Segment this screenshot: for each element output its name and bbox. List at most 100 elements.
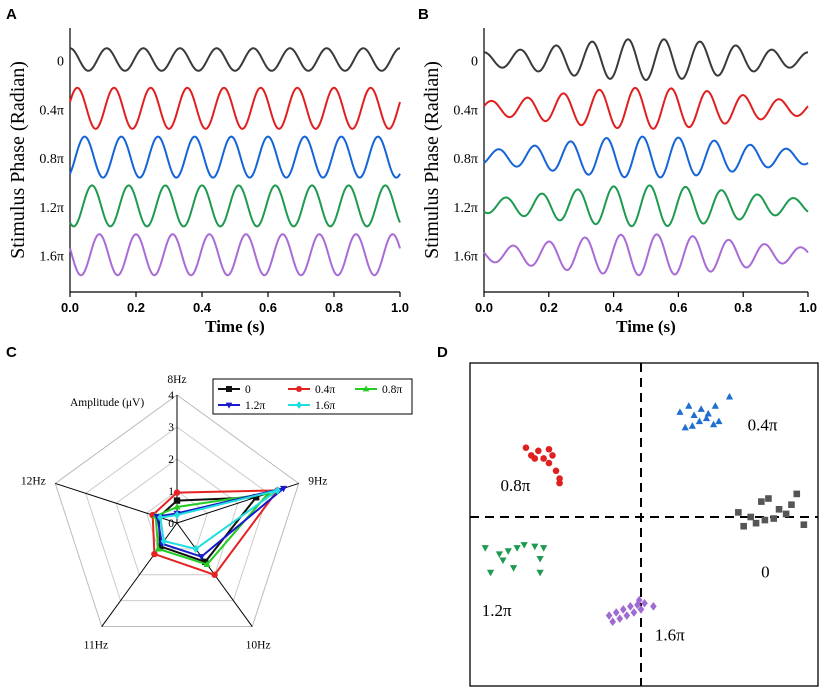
phase-tick-label: 1.6π [453, 250, 478, 265]
legend-marker [296, 401, 302, 409]
line-chart-a: 0.0 0.2 0.4 0.6 0.8 1.0 Time (s) Stimulus Phase… [7, 28, 409, 336]
scatter-point-0 [782, 510, 790, 518]
cluster-label: 0 [761, 563, 770, 582]
x-tick-label: 0.0 [475, 300, 493, 315]
y-axis-title: Stimulus Phase (Radian) [7, 61, 29, 259]
radar-marker [157, 513, 164, 522]
panel-label-b: B [418, 6, 429, 23]
legend-box [212, 378, 413, 415]
scatter-point-0.4π [685, 402, 693, 409]
scatter-point-0.4π [681, 423, 689, 431]
scatter-point-1.6π [612, 608, 620, 617]
scatter-point-0.8π [556, 479, 563, 487]
scatter-point-0 [800, 521, 808, 528]
scatter-point-0.4π [690, 411, 698, 418]
radar-series-1.2π [156, 487, 285, 558]
scatter-point-1.6π [623, 611, 631, 620]
x-tick-label: 0.8 [734, 300, 752, 315]
cluster-label: 1.6π [655, 625, 685, 644]
radar-marker [252, 494, 260, 501]
scatter-point-0.4π [676, 408, 684, 415]
radar-marker [160, 536, 168, 546]
radar-marker [173, 510, 181, 520]
scatter-point-0.8π [535, 447, 542, 455]
radar-axis-label: 10Hz [246, 640, 271, 652]
scatter-point-1.2π [504, 548, 512, 555]
radar-marker [211, 571, 218, 578]
scatter-point-0.4π [688, 422, 696, 429]
scatter-point-0.4π [695, 417, 704, 425]
radial-tick-label: 4 [168, 390, 174, 402]
radar-axis-label: 8Hz [167, 374, 186, 386]
scatter-point-0.4π [704, 409, 712, 417]
panel-label-d: D [437, 344, 448, 361]
scatter-point-1.6π [609, 617, 616, 627]
scatter-point-0.8π [556, 475, 563, 482]
radial-tick-label: 0 [168, 518, 174, 530]
trace-1.6π [483, 233, 809, 277]
trace-0.4π [483, 86, 809, 130]
line-chart-b: 0.0 0.2 0.4 0.6 0.8 1.0 Time (s) Stimulus Phase… [421, 28, 817, 336]
scatter-point-0 [758, 498, 765, 505]
radar-chart-c: 9Hz 10Hz 11Hz 12Hz 8Hz 0 1 2 3 4 Amplitude (μV) 0 0.… [21, 374, 413, 652]
scatter-point-0 [775, 506, 783, 513]
scatter-point-0.4π [711, 402, 719, 409]
legend-label: 0.8π [382, 384, 402, 396]
radar-axis-title: Amplitude (μV) [70, 397, 144, 409]
legend-marker [226, 386, 232, 392]
x-tick-label: 0.0 [61, 300, 79, 315]
radar-marker [203, 560, 211, 567]
radar-marker [274, 486, 281, 495]
phase-tick-label: 1.2π [39, 201, 64, 216]
scatter-point-1.2π [536, 569, 544, 577]
legend-marker [225, 402, 233, 409]
phase-tick-label: 0.8π [39, 152, 64, 167]
scatter-point-1.6π [650, 602, 657, 611]
scatter-point-1.2π [486, 569, 495, 577]
x-axis-title: Time (s) [616, 317, 676, 336]
phase-tick-label: 1.2π [453, 201, 478, 216]
radial-tick-label: 2 [168, 454, 174, 466]
phase-tick-label: 0.4π [39, 103, 64, 118]
x-tick-label: 1.0 [391, 300, 409, 315]
radial-tick-label: 3 [168, 422, 174, 434]
scatter-point-0.4π [697, 405, 705, 412]
cluster-label: 0.8π [500, 476, 530, 495]
radar-marker [154, 545, 162, 552]
x-tick-label: 0.4 [193, 300, 212, 315]
cluster-label: 1.2π [482, 601, 512, 620]
trace-1.2π [483, 184, 809, 228]
radar-axis-label: 9Hz [308, 475, 327, 487]
scatter-point-1.2π [531, 543, 539, 551]
radar-grid-ring [115, 458, 239, 576]
scatter-chart-d: 0.4π 0.8π 0 1.2π 1.6π [469, 362, 819, 687]
legend-label: 0.4π [315, 384, 335, 396]
phase-tick-label: 0.4π [453, 103, 478, 118]
panel-label-a: A [6, 6, 17, 23]
x-axis-title: Time (s) [205, 317, 265, 336]
x-tick-label: 1.0 [799, 300, 817, 315]
radar-marker [279, 485, 288, 493]
radar-axis-label: 11Hz [84, 640, 108, 652]
scatter-point-0.8π [545, 459, 553, 467]
phase-tick-label: 0 [471, 55, 478, 70]
trace-0.8π [483, 135, 809, 179]
scatter-point-0.8π [552, 467, 560, 475]
radar-grid-ring [85, 426, 269, 602]
phase-tick-label: 0.8π [453, 152, 478, 167]
scatter-point-1.2π [520, 542, 528, 549]
trace-0 [69, 47, 401, 72]
y-axis-title: Stimulus Phase (Radian) [421, 61, 443, 259]
scatter-point-1.2π [540, 545, 548, 552]
phase-tick-label: 0 [57, 55, 64, 70]
scatter-point-0.4π [709, 420, 718, 428]
legend-label: 0 [245, 384, 251, 396]
scatter-point-0 [752, 519, 760, 527]
scatter-point-0.8π [540, 455, 547, 462]
radar-marker [173, 503, 181, 510]
scatter-point-1.2π [495, 551, 504, 558]
trace-0.4π [69, 86, 401, 130]
scatter-point-0 [765, 495, 772, 502]
scatter-point-1.6π [620, 605, 627, 614]
